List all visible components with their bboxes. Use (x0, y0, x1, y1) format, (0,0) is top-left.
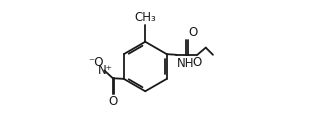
Text: N⁺: N⁺ (97, 64, 112, 77)
Text: O: O (193, 56, 202, 69)
Text: NH: NH (177, 57, 195, 70)
Text: CH₃: CH₃ (134, 11, 156, 24)
Text: ⁻O: ⁻O (88, 56, 103, 69)
Text: O: O (108, 95, 117, 108)
Text: O: O (188, 26, 197, 38)
